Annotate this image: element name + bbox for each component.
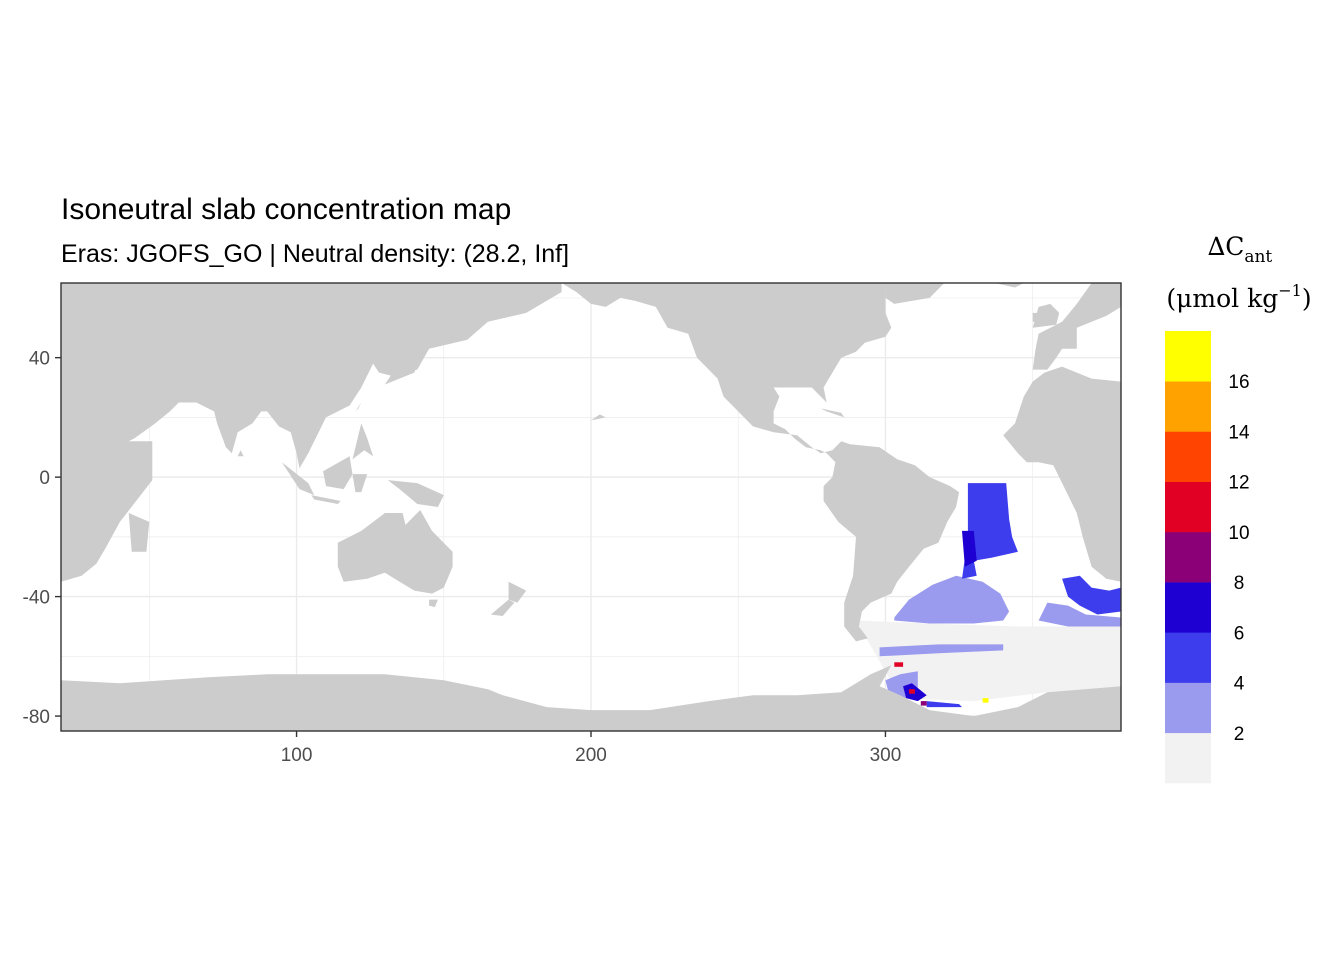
legend-swatch bbox=[1165, 431, 1211, 482]
chart-subtitle: Eras: JGOFS_GO | Neutral density: (28.2,… bbox=[61, 240, 569, 268]
legend-break-label: 4 bbox=[1234, 674, 1245, 695]
land-nz-south bbox=[490, 599, 515, 616]
legend-break-label: 16 bbox=[1228, 372, 1249, 393]
legend-swatch bbox=[1165, 682, 1211, 734]
legend-swatch bbox=[1165, 481, 1211, 533]
legend-colorbar bbox=[1165, 331, 1211, 784]
ocean-cell-hotspot-c bbox=[982, 698, 989, 703]
y-tick-label: -80 bbox=[23, 707, 50, 728]
land-cuba bbox=[820, 408, 845, 418]
y-tick-label: 40 bbox=[29, 349, 50, 370]
land-new-guinea bbox=[387, 480, 444, 507]
ocean-cell-weddell-shelf bbox=[926, 701, 962, 708]
land-greenland bbox=[885, 283, 945, 304]
land-iceland bbox=[994, 283, 1024, 288]
land-japan bbox=[384, 342, 421, 385]
ocean-cell-southern bbox=[856, 620, 1121, 702]
legend-title: ∆Cant bbox=[1208, 232, 1273, 267]
y-tick-label: 0 bbox=[39, 468, 50, 489]
land-philippines bbox=[352, 423, 374, 460]
ocean-cell-scotia bbox=[879, 644, 1004, 657]
land-layer bbox=[61, 283, 1121, 731]
ocean-cell-argentine bbox=[894, 575, 1010, 624]
land-taiwan bbox=[355, 402, 362, 412]
legend-swatch bbox=[1165, 381, 1211, 432]
chart-title: Isoneutral slab concentration map bbox=[61, 193, 511, 226]
land-ireland bbox=[1032, 312, 1045, 322]
legend-swatch bbox=[1165, 632, 1211, 683]
legend-break-label: 6 bbox=[1234, 623, 1245, 644]
land-hawaii bbox=[591, 414, 606, 421]
legend-swatch bbox=[1165, 531, 1211, 583]
x-tick-label: 100 bbox=[281, 745, 313, 766]
land-mediterranean-margin bbox=[61, 342, 120, 364]
legend-swatch bbox=[1165, 582, 1211, 633]
land-africa-east bbox=[1003, 366, 1121, 582]
legend-break-label: 2 bbox=[1234, 724, 1245, 745]
land-madagascar bbox=[128, 513, 150, 552]
map-panel bbox=[60, 282, 1122, 732]
legend-units-exponent: −1 bbox=[1278, 281, 1302, 300]
y-tick-label: -40 bbox=[23, 588, 50, 609]
land-britain bbox=[1032, 303, 1060, 328]
land-nz-north bbox=[508, 581, 527, 603]
land-americas bbox=[561, 283, 960, 642]
legend-break-label: 10 bbox=[1228, 523, 1249, 544]
legend-swatch bbox=[1165, 732, 1211, 784]
legend-break-label: 14 bbox=[1228, 422, 1250, 443]
legend-units: (μmol kg−1) bbox=[1166, 281, 1311, 313]
legend-units-open: (μmol kg bbox=[1166, 284, 1278, 313]
land-sulawesi bbox=[352, 474, 368, 493]
legend-labels: 2 4 6 8 10 12 14 16 bbox=[1228, 372, 1250, 745]
ocean-cell-hotspot-d bbox=[894, 662, 904, 667]
legend-title-subscript: ant bbox=[1244, 247, 1272, 267]
land-antarctica bbox=[61, 665, 1121, 731]
land-tasmania bbox=[429, 599, 438, 608]
ocean-cell-brazil-deep bbox=[962, 530, 977, 567]
land-europe-west bbox=[1032, 283, 1121, 370]
land-eurasia-africa bbox=[61, 283, 562, 582]
legend-swatch bbox=[1165, 331, 1211, 382]
x-tick-label: 200 bbox=[575, 745, 607, 766]
legend-units-close: ) bbox=[1302, 284, 1312, 313]
land-australia bbox=[337, 510, 453, 594]
land-borneo bbox=[323, 456, 353, 490]
land-sri-lanka bbox=[237, 450, 244, 457]
ocean-data-layer bbox=[856, 483, 1121, 708]
land-java bbox=[311, 495, 341, 504]
legend-break-label: 12 bbox=[1228, 473, 1249, 494]
x-tick-label: 300 bbox=[870, 745, 902, 766]
legend-title-symbol: ∆C bbox=[1208, 232, 1245, 261]
ocean-cell-hotspot-a bbox=[909, 689, 915, 694]
land-sumatra bbox=[281, 462, 315, 496]
legend: ∆Cant (μmol kg−1) 2 4 6 8 10 12 14 16 bbox=[1165, 232, 1312, 784]
ocean-cell-agulhas bbox=[1038, 602, 1121, 627]
legend-break-label: 8 bbox=[1234, 573, 1245, 594]
ocean-cell-cape bbox=[1062, 575, 1121, 615]
ocean-cell-hotspot-b bbox=[920, 701, 927, 706]
